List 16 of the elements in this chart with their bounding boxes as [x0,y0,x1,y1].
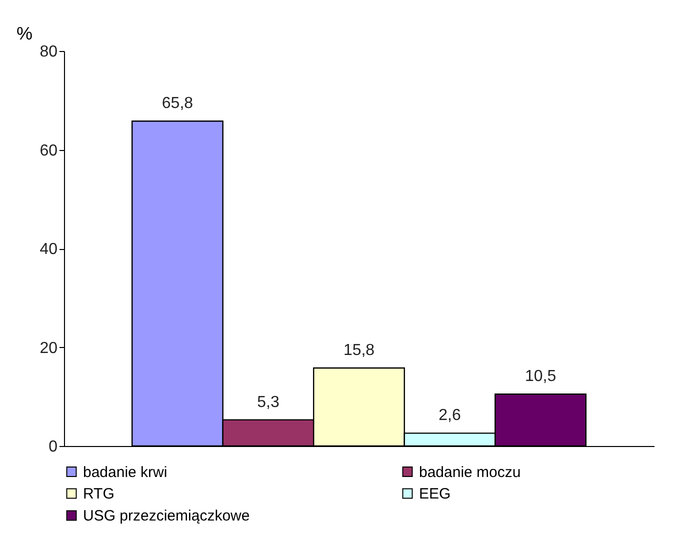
y-axis-title: % [16,24,33,44]
legend-label: USG przezciemiączkowe [83,508,250,524]
y-tick-label: 60 [40,142,58,160]
legend-label: EEG [419,486,451,502]
data-label: 65,8 [162,95,194,112]
legend-label: badanie moczu [419,464,521,481]
data-label: 5,3 [257,394,280,411]
data-label: 10,5 [524,368,556,386]
y-tick-label: 0 [48,438,58,456]
y-tick-label: 20 [40,340,58,357]
data-label: 2,6 [438,407,461,424]
y-tick-label: 40 [40,241,58,258]
data-label: 15,8 [343,342,375,359]
legend-label: badanie krwi [83,464,168,481]
y-tick-label: 80 [40,44,58,60]
legend-label: RTG [83,486,114,502]
